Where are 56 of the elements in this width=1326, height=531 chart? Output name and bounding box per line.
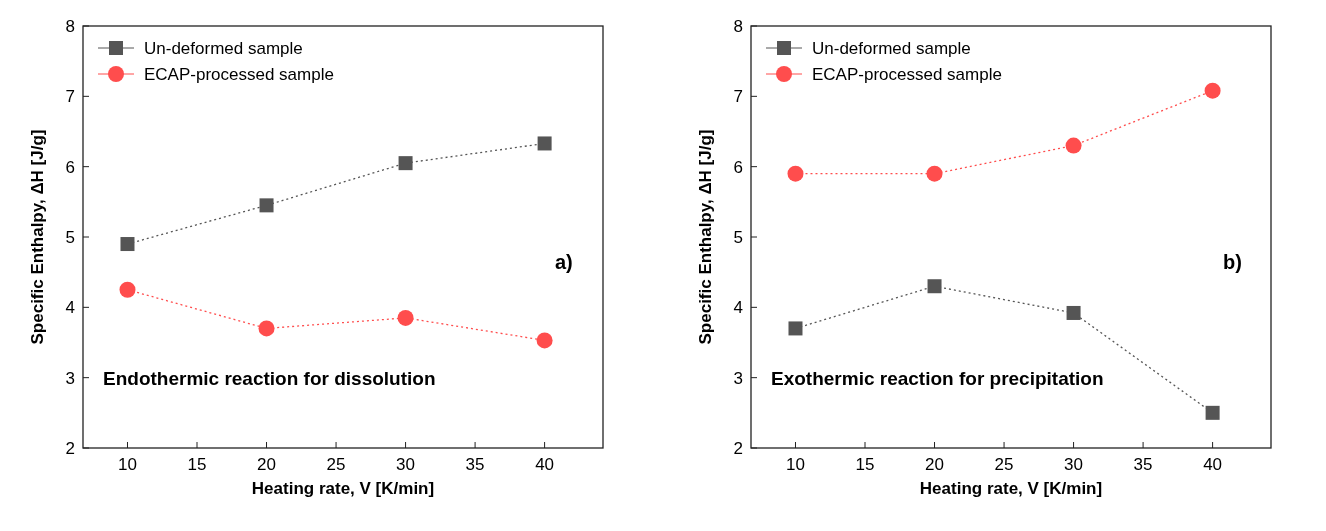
x-tick-label: 35 — [465, 455, 485, 474]
legend-label: ECAP-processed sample — [812, 65, 1002, 84]
point — [536, 332, 553, 349]
point — [927, 279, 942, 294]
y-tick-label: 6 — [733, 157, 743, 177]
y-tick-label: 2 — [65, 439, 75, 458]
x-tick-label: 10 — [118, 455, 137, 474]
x-tick-label: 10 — [786, 455, 805, 474]
y-tick-label: 2 — [733, 439, 743, 458]
y-tick-label: 6 — [65, 157, 75, 177]
y-tick-label: 4 — [65, 298, 75, 318]
y-tick-label: 3 — [65, 368, 75, 388]
x-tick-label: 30 — [396, 455, 416, 474]
annotation: Endothermic reaction for dissolution — [103, 367, 436, 389]
x-tick-label: 15 — [855, 455, 875, 474]
point — [1204, 82, 1221, 99]
point — [1065, 137, 1082, 154]
point — [398, 156, 413, 171]
point — [926, 165, 943, 182]
x-axis-title: Heating rate, V [K/min] — [251, 479, 435, 498]
legend-label: Un-deformed sample — [812, 39, 971, 58]
y-tick-label: 5 — [65, 228, 75, 247]
x-tick-label: 15 — [187, 455, 207, 474]
legend-label: Un-deformed sample — [144, 39, 303, 58]
annotation: a) — [555, 250, 573, 273]
point — [537, 136, 552, 151]
y-axis-title: Specific Enthalpy, ΔH [J/g] — [28, 129, 47, 345]
y-tick-label: 8 — [65, 17, 75, 36]
y-tick-label: 3 — [733, 368, 743, 388]
point — [258, 320, 275, 337]
x-tick-label: 20 — [925, 455, 944, 474]
point — [259, 198, 274, 213]
annotation: b) — [1223, 250, 1242, 273]
y-axis-title: Specific Enthalpy, ΔH [J/g] — [696, 129, 715, 345]
x-tick-label: 25 — [326, 455, 346, 474]
y-tick-label: 4 — [733, 298, 743, 318]
x-tick-label: 35 — [1133, 455, 1153, 474]
legend-label: ECAP-processed sample — [144, 65, 334, 84]
y-tick-label: 8 — [733, 17, 743, 36]
point — [788, 321, 803, 336]
point — [397, 309, 414, 326]
x-axis-title: Heating rate, V [K/min] — [919, 479, 1103, 498]
x-tick-label: 30 — [1064, 455, 1084, 474]
x-tick-label: 40 — [535, 455, 555, 474]
point — [1066, 305, 1081, 320]
y-tick-label: 5 — [733, 228, 743, 247]
point — [787, 165, 804, 182]
point — [1205, 405, 1220, 420]
x-tick-label: 20 — [257, 455, 276, 474]
y-tick-label: 7 — [65, 87, 75, 107]
x-tick-label: 25 — [994, 455, 1014, 474]
annotation: Exothermic reaction for precipitation — [771, 367, 1104, 389]
point — [119, 281, 136, 298]
point — [120, 237, 135, 252]
x-tick-label: 40 — [1203, 455, 1223, 474]
y-tick-label: 7 — [733, 87, 743, 107]
